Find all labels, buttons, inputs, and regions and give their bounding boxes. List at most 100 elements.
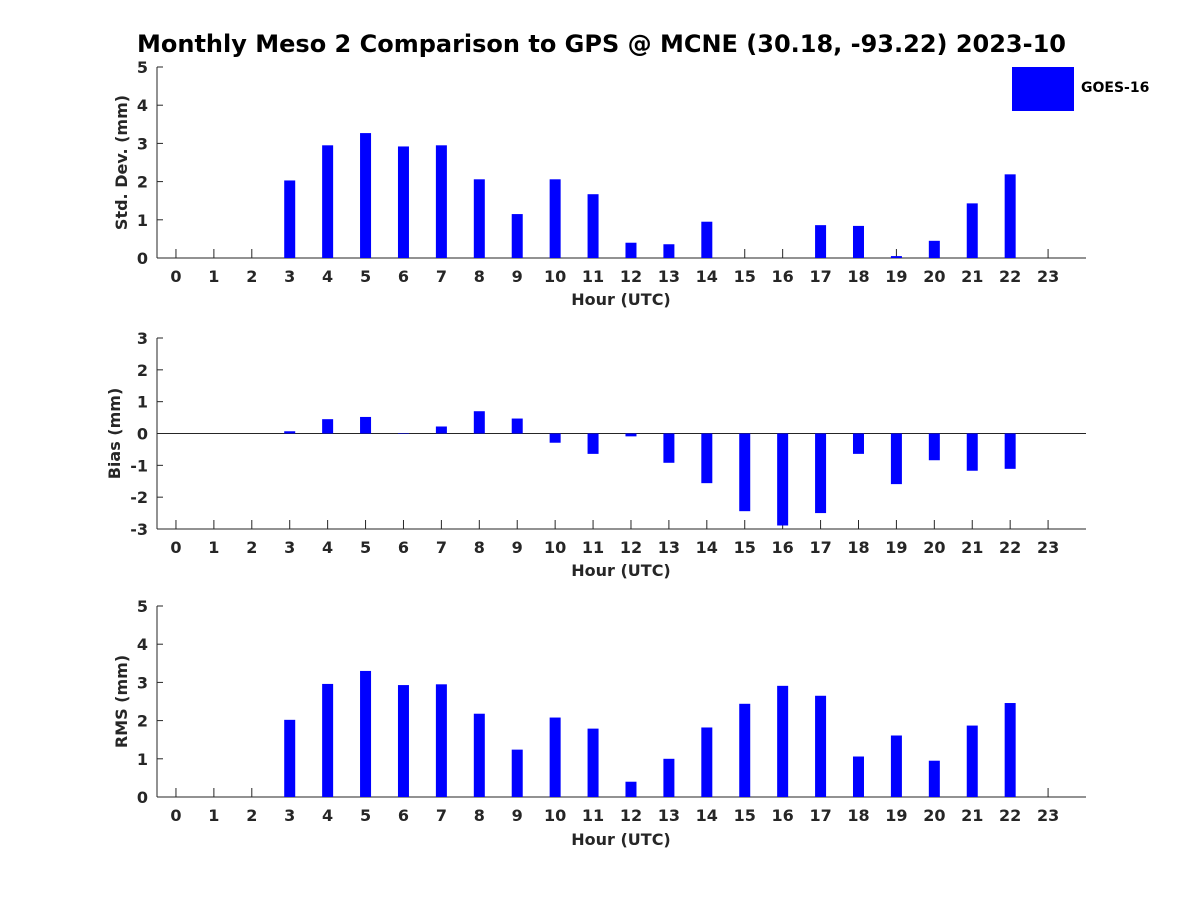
x-axis-label: Hour (UTC) [571, 290, 671, 309]
x-tick-label: 21 [961, 538, 983, 557]
bar [587, 433, 599, 454]
bar [322, 683, 334, 797]
x-tick-label: 6 [398, 538, 409, 557]
x-tick-label: 9 [512, 267, 523, 286]
x-tick-label: 15 [734, 267, 756, 286]
y-tick-label: 4 [137, 635, 148, 654]
x-tick-label: 20 [923, 538, 945, 557]
x-tick-label: 14 [696, 538, 718, 557]
x-tick-label: 1 [208, 267, 219, 286]
bar [928, 240, 940, 258]
bar [1004, 433, 1016, 469]
x-tick-label: 2 [246, 267, 257, 286]
bar [701, 221, 713, 258]
x-tick-label: 8 [474, 267, 485, 286]
y-tick-label: 1 [137, 750, 148, 769]
x-tick-label: 22 [999, 806, 1021, 825]
bar [739, 433, 751, 512]
bar [1004, 703, 1016, 797]
y-tick-label: 5 [137, 58, 148, 77]
bar [549, 717, 561, 797]
y-tick-label: 2 [137, 712, 148, 731]
x-tick-label: 7 [436, 806, 447, 825]
bar [549, 179, 561, 258]
x-tick-label: 23 [1037, 538, 1059, 557]
y-tick-label: -1 [130, 456, 148, 475]
bar [511, 214, 523, 258]
bar [397, 433, 409, 434]
bar [284, 180, 296, 258]
x-tick-label: 17 [809, 538, 831, 557]
x-tick-label: 3 [284, 806, 295, 825]
x-tick-label: 9 [512, 538, 523, 557]
x-tick-label: 18 [847, 806, 869, 825]
x-tick-label: 10 [544, 538, 566, 557]
x-tick-label: 21 [961, 267, 983, 286]
x-tick-label: 10 [544, 267, 566, 286]
bar [549, 433, 561, 443]
y-tick-label: 4 [137, 96, 148, 115]
legend: GOES-16 [1010, 66, 1150, 112]
y-axis-label: Std. Dev. (mm) [112, 95, 131, 230]
x-tick-label: 7 [436, 267, 447, 286]
y-tick-label: 0 [137, 425, 148, 444]
x-tick-label: 8 [474, 538, 485, 557]
bar [511, 418, 523, 434]
x-tick-label: 6 [398, 806, 409, 825]
x-tick-label: 16 [772, 538, 794, 557]
bar [473, 713, 485, 797]
x-tick-label: 19 [885, 538, 907, 557]
x-tick-label: 11 [582, 806, 604, 825]
x-tick-label: 19 [885, 806, 907, 825]
x-tick-label: 11 [582, 538, 604, 557]
x-tick-label: 12 [620, 538, 642, 557]
y-axis-label: Bias (mm) [105, 388, 124, 480]
bar [890, 735, 902, 797]
y-tick-label: 0 [137, 788, 148, 807]
x-tick-label: 8 [474, 806, 485, 825]
x-tick-label: 0 [170, 806, 181, 825]
bar [966, 725, 978, 797]
x-axis-label: Hour (UTC) [571, 830, 671, 849]
x-tick-label: 15 [734, 538, 756, 557]
x-tick-label: 23 [1037, 267, 1059, 286]
x-tick-label: 22 [999, 267, 1021, 286]
bar [511, 749, 523, 797]
x-tick-label: 0 [170, 538, 181, 557]
bar [473, 411, 485, 434]
x-tick-label: 1 [208, 806, 219, 825]
x-tick-label: 13 [658, 538, 680, 557]
x-tick-label: 22 [999, 538, 1021, 557]
y-tick-label: 3 [137, 134, 148, 153]
x-tick-label: 5 [360, 267, 371, 286]
x-tick-label: 17 [809, 806, 831, 825]
y-tick-label: 1 [137, 211, 148, 230]
bar [360, 133, 372, 258]
bar [473, 179, 485, 258]
x-tick-label: 5 [360, 806, 371, 825]
bar [701, 727, 713, 797]
x-tick-label: 13 [658, 806, 680, 825]
x-tick-label: 20 [923, 267, 945, 286]
bar [701, 433, 713, 484]
bar [435, 684, 447, 797]
bar [397, 685, 409, 797]
x-tick-label: 18 [847, 538, 869, 557]
x-tick-label: 15 [734, 806, 756, 825]
y-tick-label: 3 [137, 673, 148, 692]
x-tick-label: 14 [696, 267, 718, 286]
x-tick-label: 21 [961, 806, 983, 825]
x-tick-label: 11 [582, 267, 604, 286]
bar [284, 719, 296, 797]
x-tick-label: 13 [658, 267, 680, 286]
x-tick-label: 16 [772, 806, 794, 825]
x-tick-label: 10 [544, 806, 566, 825]
x-tick-label: 18 [847, 267, 869, 286]
x-tick-label: 3 [284, 267, 295, 286]
x-tick-label: 4 [322, 538, 333, 557]
bar [815, 433, 827, 514]
bar [852, 225, 864, 258]
bar [663, 244, 675, 258]
bar [739, 703, 751, 797]
